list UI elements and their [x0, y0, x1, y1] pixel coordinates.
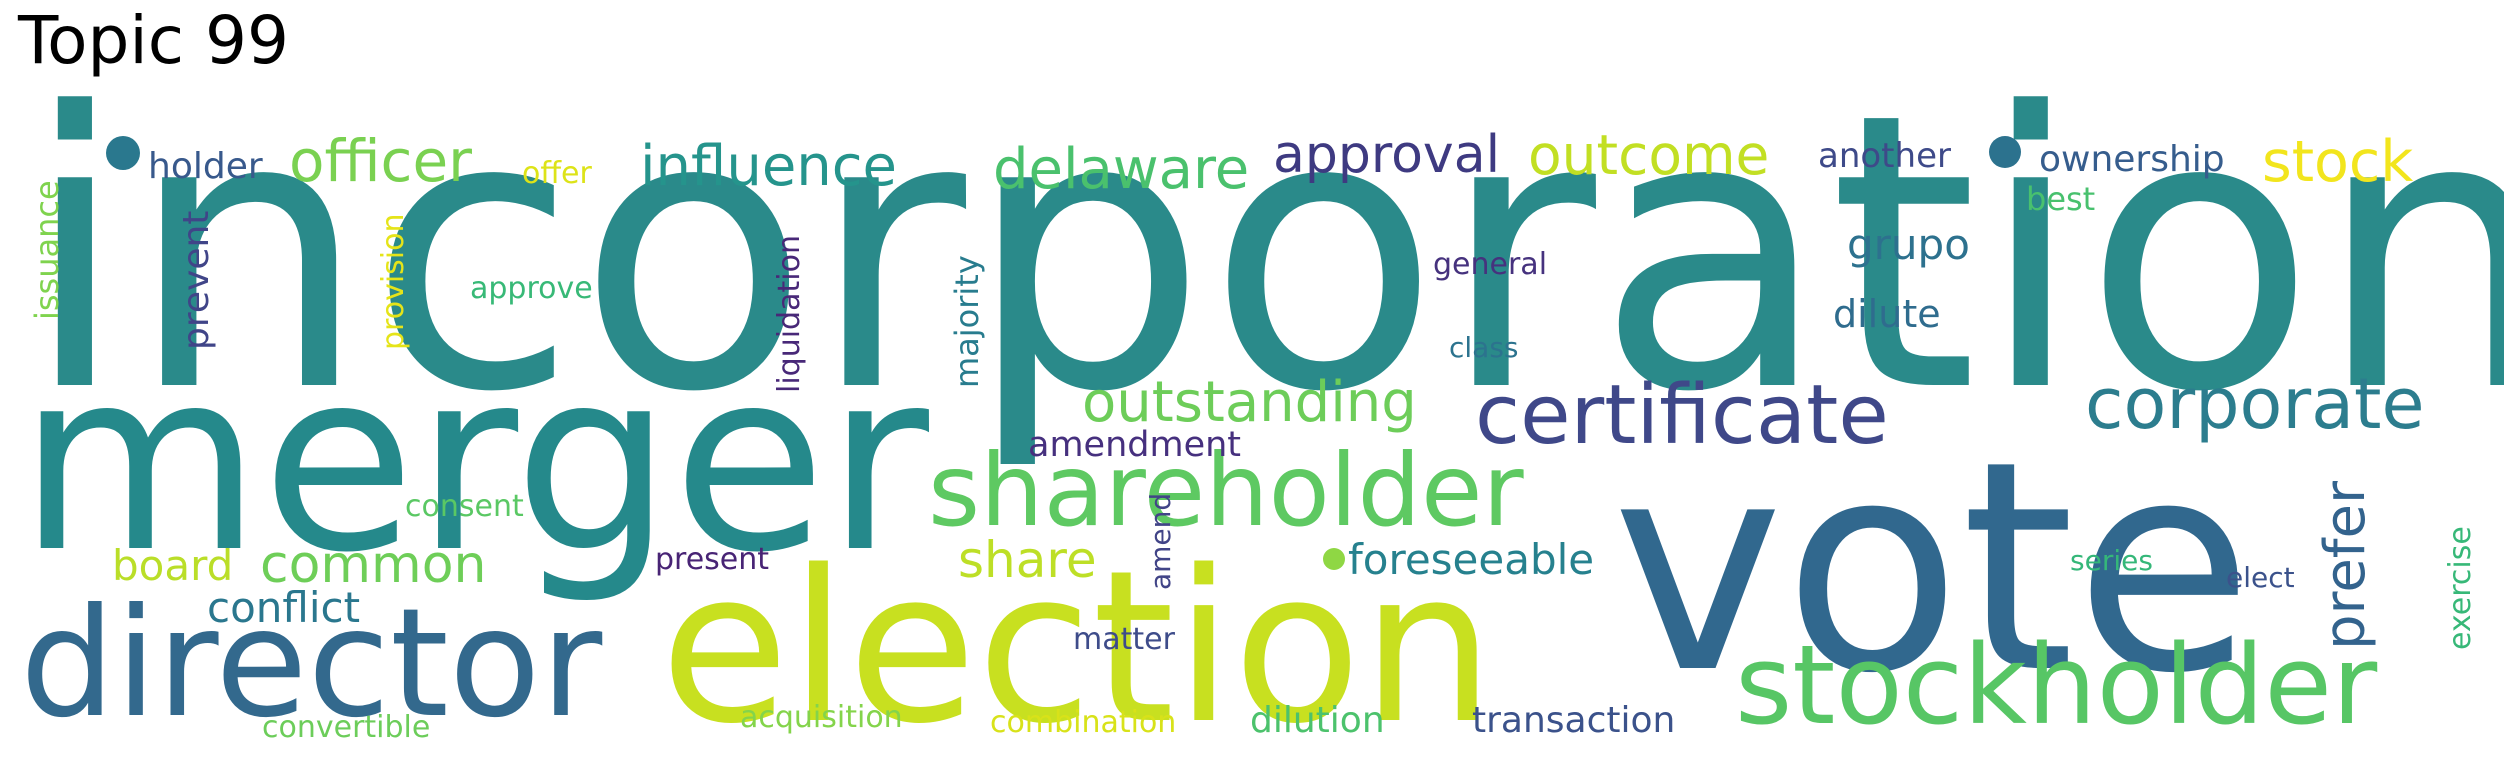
word-certificate: certificate	[1475, 368, 1889, 463]
word-common: common	[260, 535, 486, 595]
chart-title: Topic 99	[18, 2, 289, 79]
word-board: board	[112, 541, 233, 590]
word-stockholder: stockholder	[1735, 621, 2378, 749]
word-best: best	[2026, 180, 2095, 218]
word-vote: vote	[1612, 400, 2253, 737]
word-another: another	[1818, 136, 1951, 176]
word-election: election	[660, 525, 1494, 764]
word-amend: amend	[1144, 493, 1177, 590]
word-matter: matter	[1073, 622, 1176, 657]
word-acquisition: acquisition	[740, 700, 903, 735]
word-outstanding: outstanding	[1082, 370, 1417, 435]
word-share: share	[958, 531, 1097, 589]
word-majority: majority	[948, 255, 986, 388]
word-elect: elect	[2226, 561, 2295, 594]
word-director: director	[20, 577, 603, 751]
word-holder: holder	[148, 146, 263, 187]
word-prevent: prevent	[176, 211, 217, 350]
word-outcome: outcome	[1528, 123, 1769, 187]
word-delaware: delaware	[993, 137, 1249, 202]
word-approve: approve	[470, 271, 593, 306]
word-stock: stock	[2262, 129, 2413, 195]
word-merger: merger	[18, 316, 929, 607]
word-shareholder: shareholder	[928, 432, 1525, 549]
word-present: present	[655, 542, 769, 577]
word-influence: influence	[640, 134, 897, 199]
word-dilute: dilute	[1833, 292, 1941, 336]
word-amendment: amendment	[1028, 425, 1241, 465]
word-series: series	[2070, 544, 2153, 577]
word-issuance: issuance	[28, 180, 66, 320]
word-grupo: grupo	[1847, 220, 1970, 269]
word-exercise: exercise	[2443, 526, 2478, 650]
word-provision: provision	[376, 214, 411, 351]
word-incorporation: incorporation	[22, 32, 2504, 475]
word-convertible: convertible	[262, 710, 430, 745]
word-conflict: conflict	[207, 583, 360, 632]
dot-2	[1989, 136, 2021, 168]
word-general: general	[1433, 247, 1547, 282]
dot-3	[1323, 548, 1345, 570]
word-consent: consent	[405, 489, 524, 524]
word-corporate: corporate	[2085, 363, 2425, 445]
word-transaction: transaction	[1472, 700, 1675, 741]
word-class: class	[1449, 331, 1519, 364]
word-offer: offer	[522, 156, 592, 191]
dot-1	[106, 136, 140, 170]
word-foreseeable: foreseeable	[1348, 535, 1594, 584]
word-officer: officer	[289, 127, 472, 195]
word-liquidation: liquidation	[772, 235, 807, 393]
word-approval: approval	[1273, 125, 1500, 185]
word-ownership: ownership	[2039, 139, 2225, 180]
word-dilution: dilution	[1250, 700, 1385, 741]
word-prefer: prefer	[2313, 480, 2378, 650]
word-combination: combination	[990, 705, 1176, 740]
